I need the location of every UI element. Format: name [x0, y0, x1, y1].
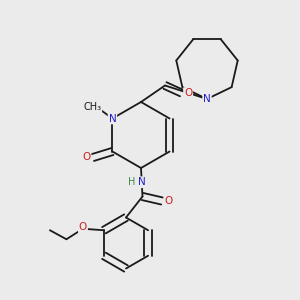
Text: O: O	[164, 196, 173, 206]
Text: N: N	[109, 113, 116, 124]
Text: N: N	[203, 94, 211, 104]
Text: CH₃: CH₃	[83, 101, 101, 112]
Text: O: O	[82, 152, 90, 163]
Text: N: N	[138, 177, 146, 187]
Text: O: O	[184, 88, 192, 98]
Text: O: O	[79, 222, 87, 232]
Text: H: H	[128, 177, 135, 187]
